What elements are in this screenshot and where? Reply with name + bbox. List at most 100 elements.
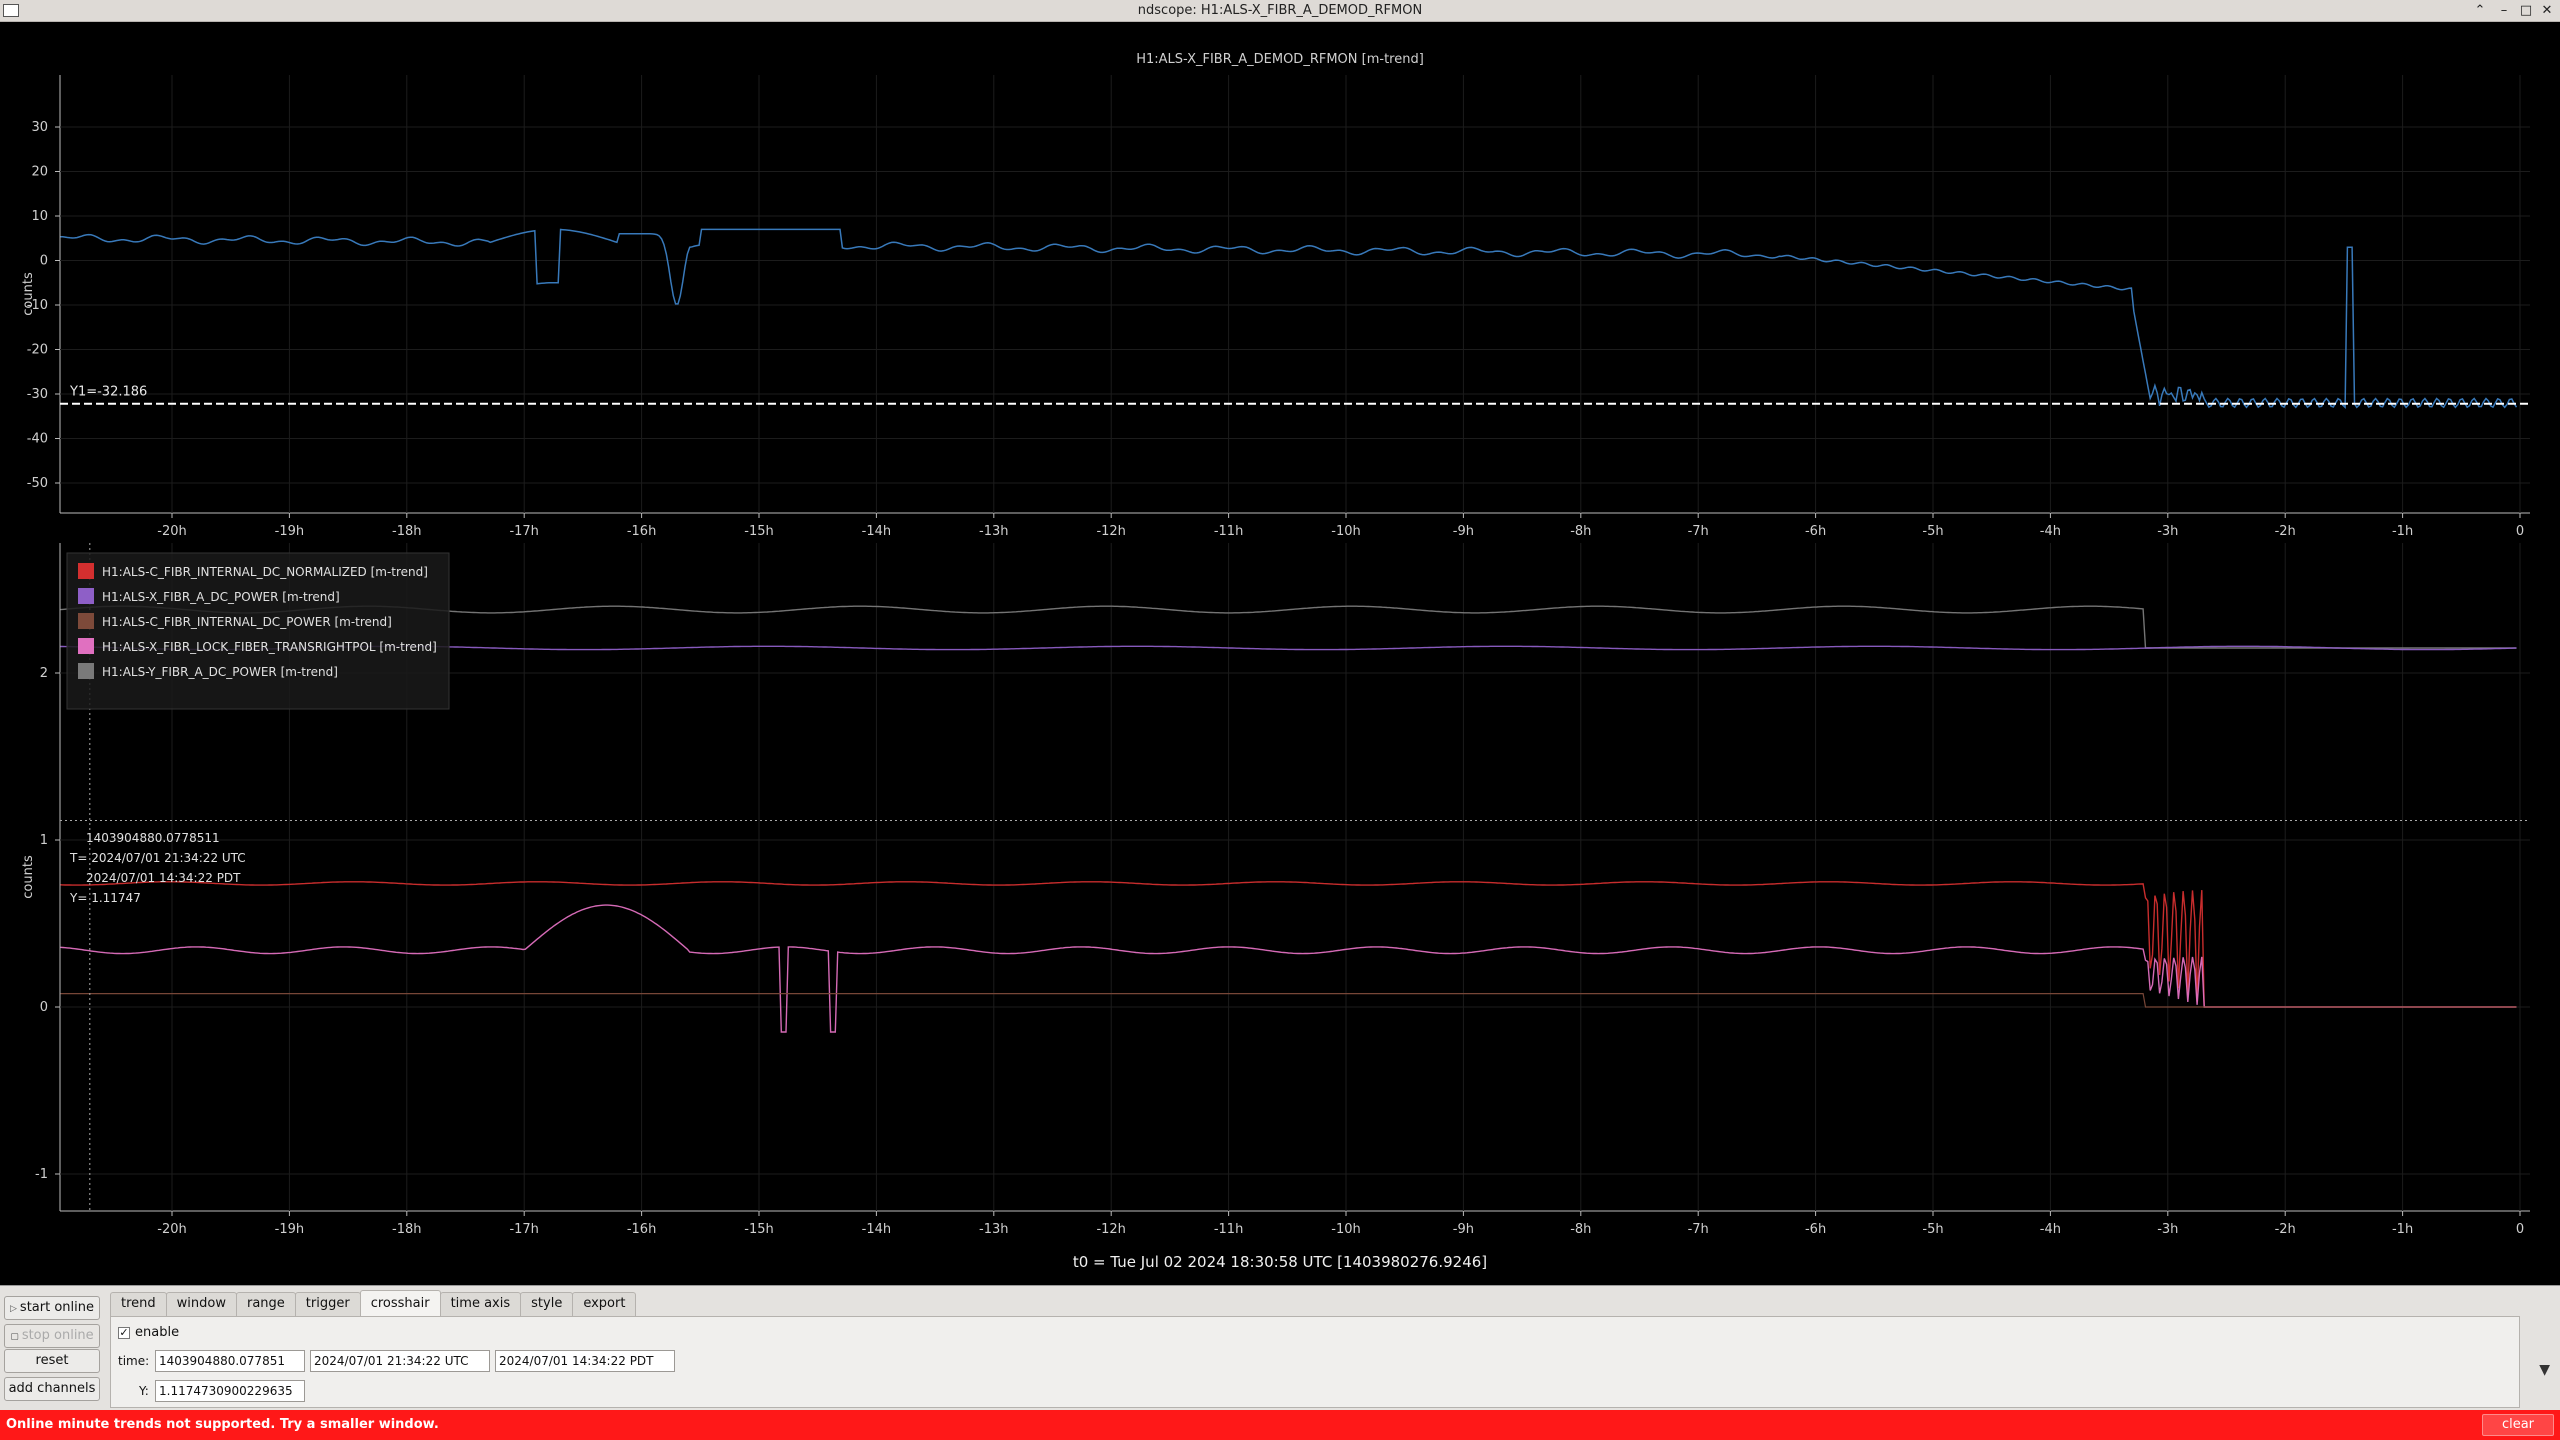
x-tick-label: -6h xyxy=(1805,524,1826,539)
x-tick-label: -8h xyxy=(1570,524,1591,539)
x-tick-label: -20h xyxy=(157,524,186,539)
crosshair-gps: 1403904880.0778511 xyxy=(86,831,220,845)
tab-style[interactable]: style xyxy=(520,1292,574,1316)
x-tick-label: -11h xyxy=(1214,524,1243,539)
x-tick-label: -19h xyxy=(275,524,304,539)
x-tick-label: -1h xyxy=(2392,524,2413,539)
x-tick-label: -17h xyxy=(509,1222,538,1237)
crosshair-pdt: 2024/07/01 14:34:22 PDT xyxy=(86,871,241,885)
x-tick-label: -20h xyxy=(157,1222,186,1237)
x-tick-label: -7h xyxy=(1688,1222,1709,1237)
x-tick-label: -14h xyxy=(862,1222,891,1237)
x-tick-label: -9h xyxy=(1453,1222,1474,1237)
add-channels-button[interactable]: add channels xyxy=(4,1377,100,1401)
time-pdt-input[interactable] xyxy=(495,1350,675,1372)
x-tick-label: -15h xyxy=(744,524,773,539)
legend-item: H1:ALS-X_FIBR_A_DC_POWER [m-trend] xyxy=(102,590,340,604)
checkmark-icon: ✓ xyxy=(118,1325,130,1339)
x-tick-label: -14h xyxy=(862,524,891,539)
tab-crosshair[interactable]: crosshair xyxy=(359,1290,441,1316)
legend-swatch xyxy=(78,638,94,654)
window-close-button[interactable]: ✕ xyxy=(2541,3,2553,18)
x-tick-label: -4h xyxy=(2040,524,2061,539)
x-tick-label: -17h xyxy=(509,524,538,539)
trace-x-fibr-a-dc-power xyxy=(60,645,2517,651)
x-tick-label: -16h xyxy=(627,1222,656,1237)
x-tick-label: -3h xyxy=(2157,524,2178,539)
x-tick-label: -12h xyxy=(1096,524,1125,539)
x-tick-label: -3h xyxy=(2157,1222,2178,1237)
window-shade-button[interactable]: ⌃ xyxy=(2474,3,2486,18)
x-tick-label: -9h xyxy=(1453,524,1474,539)
expand-down-icon[interactable]: ▼ xyxy=(2539,1362,2550,1378)
y-tick-label: 10 xyxy=(31,209,48,224)
y-tick-label: 20 xyxy=(31,165,48,180)
status-message: Online minute trends not supported. Try … xyxy=(6,1417,439,1432)
reset-button[interactable]: reset xyxy=(4,1349,100,1373)
y1-cursor-label: Y1=-32.186 xyxy=(69,385,147,400)
enable-label: enable xyxy=(135,1325,180,1340)
x-tick-label: -12h xyxy=(1096,1222,1125,1237)
legend-swatch xyxy=(78,613,94,629)
x-tick-label: -13h xyxy=(979,1222,1008,1237)
legend-item: H1:ALS-X_FIBR_LOCK_FIBER_TRANSRIGHTPOL [… xyxy=(102,640,437,654)
y-value-input[interactable] xyxy=(155,1380,305,1402)
app-icon xyxy=(3,4,19,17)
x-tick-label: -11h xyxy=(1214,1222,1243,1237)
y-tick-label: 0 xyxy=(40,1000,48,1015)
y-tick-label: 2 xyxy=(40,666,48,681)
legend-swatch xyxy=(78,663,94,679)
x-tick-label: -13h xyxy=(979,524,1008,539)
x-tick-label: -18h xyxy=(392,524,421,539)
trace-c-fibr-internal-dc-power xyxy=(60,993,2517,1008)
x-tick-label: 0 xyxy=(2516,524,2524,539)
window-minimize-button[interactable]: – xyxy=(2500,3,2508,18)
start-online-button[interactable]: ▷ start online xyxy=(4,1296,100,1320)
stop-online-button[interactable]: ▢ stop online xyxy=(4,1324,100,1348)
x-tick-label: -2h xyxy=(2275,524,2296,539)
y-tick-label: -10 xyxy=(27,298,48,313)
time-gps-input[interactable] xyxy=(155,1350,305,1372)
tab-range[interactable]: range xyxy=(235,1292,296,1316)
legend-box xyxy=(66,552,450,710)
legend-swatch xyxy=(78,563,94,579)
window-maximize-button[interactable]: □ xyxy=(2519,3,2533,18)
legend-item: H1:ALS-C_FIBR_INTERNAL_DC_POWER [m-trend… xyxy=(102,615,392,629)
x-tick-label: -5h xyxy=(1922,524,1943,539)
clear-button[interactable]: clear xyxy=(2482,1414,2554,1436)
plot1-y-label: counts xyxy=(21,272,36,316)
tab-trend[interactable]: trend xyxy=(110,1292,167,1316)
y-tick-label: -1 xyxy=(35,1167,48,1182)
plots-canvas: -20h -19h -18h -17h -16h -15h -14h -13h -12h -11h… xyxy=(21,52,2530,1271)
window-title: ndscope: H1:ALS-X_FIBR_A_DEMOD_RFMON xyxy=(1137,3,1423,18)
x-tick-label: -6h xyxy=(1805,1222,1826,1237)
plot2-y-label: counts xyxy=(21,855,36,899)
tab-bar: trend window range trigger crosshair tim… xyxy=(110,1290,637,1316)
time-utc-input[interactable] xyxy=(310,1350,490,1372)
x-tick-label: -4h xyxy=(2040,1222,2061,1237)
tab-time-axis[interactable]: time axis xyxy=(439,1292,522,1316)
y-tick-label: 30 xyxy=(31,120,48,135)
y-tick-label: -50 xyxy=(27,476,48,491)
time-label: time: xyxy=(118,1354,150,1368)
crosshair-y: Y= 1.11747 xyxy=(69,891,141,905)
x-tick-label: -7h xyxy=(1688,524,1709,539)
legend-item: H1:ALS-Y_FIBR_A_DC_POWER [m-trend] xyxy=(102,665,338,679)
x-tick-label: -16h xyxy=(627,524,656,539)
x-tick-label: 0 xyxy=(2516,1222,2524,1237)
trace-x-fibr-lock-fiber-transrightpol xyxy=(60,904,2517,1033)
tab-trigger[interactable]: trigger xyxy=(294,1292,361,1316)
enable-checkbox[interactable]: ✓ enable xyxy=(118,1325,179,1340)
control-panel: ▷ start online ▢ stop online reset add cha… xyxy=(0,1285,2560,1410)
legend-swatch xyxy=(78,588,94,604)
x-tick-label: -1h xyxy=(2392,1222,2413,1237)
x-tick-label: -2h xyxy=(2275,1222,2296,1237)
y-label: Y: xyxy=(139,1384,149,1398)
tab-export[interactable]: export xyxy=(572,1292,637,1316)
x-tick-label: -8h xyxy=(1570,1222,1591,1237)
x-tick-label: -10h xyxy=(1331,524,1360,539)
x-tick-label: -10h xyxy=(1331,1222,1360,1237)
tab-window[interactable]: window xyxy=(165,1292,237,1316)
y-tick-label: 1 xyxy=(40,833,48,848)
x-tick-label: -15h xyxy=(744,1222,773,1237)
